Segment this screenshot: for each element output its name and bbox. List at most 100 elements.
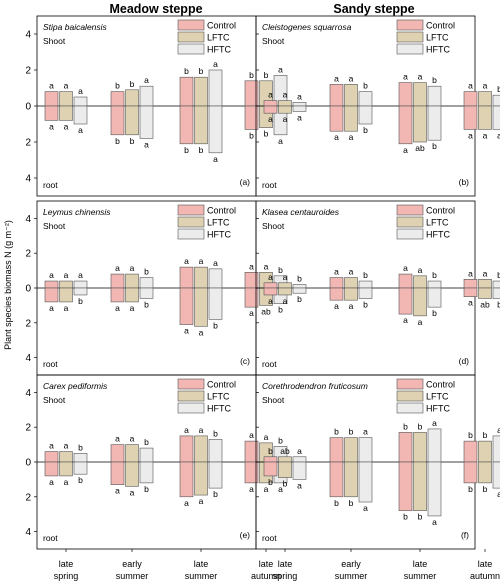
sig-letter-root: b (278, 305, 283, 315)
bar-shoot (139, 85, 154, 107)
legend-label-lftc: LFTC (426, 33, 449, 43)
legend-swatch-lftc (177, 390, 205, 402)
root-label: root (262, 359, 277, 369)
sig-letter-shoot: b (297, 274, 302, 284)
bar-shoot (278, 100, 292, 107)
bar-root (358, 287, 373, 299)
bar-root (263, 105, 278, 114)
sig-letter-shoot: a (334, 267, 339, 277)
bar-root (398, 287, 413, 315)
shoot-label: Shoot (262, 36, 285, 46)
sig-letter-root: a (184, 326, 189, 336)
sig-letter-root: a (283, 296, 288, 306)
bar-shoot (292, 102, 307, 107)
bar-shoot (292, 456, 307, 463)
sig-letter-shoot: b (432, 75, 437, 85)
bar-shoot (110, 273, 125, 289)
sig-letter-root: b (418, 512, 423, 522)
bar-root (44, 461, 59, 477)
x-category-label: late (413, 559, 428, 569)
x-category-label: late (194, 559, 209, 569)
legend-label-hftc: HFTC (207, 45, 231, 55)
legend-swatch-hftc (396, 228, 424, 240)
bar-shoot (463, 91, 478, 107)
sig-letter-shoot: a (264, 261, 269, 271)
sig-letter-root: b (403, 512, 408, 522)
sig-letter-shoot: a (144, 75, 149, 85)
sig-letter-root: b (268, 477, 273, 487)
sig-letter-root: a (268, 296, 273, 306)
sig-letter-root: a (278, 484, 283, 494)
bar-shoot (44, 451, 59, 463)
panel-e: 4 2 0 2 4 Carex pediformis Shoot root (e) Control… (25, 374, 288, 552)
sig-letter-shoot: b (213, 428, 218, 438)
sig-letter-root: b (264, 129, 269, 139)
sig-letter-shoot: a (468, 81, 473, 91)
sig-letter-root: a (64, 121, 69, 131)
legend-swatch-hftc (396, 402, 424, 414)
bar-root (59, 105, 73, 121)
bar-root (398, 105, 413, 145)
sig-letter-root: a (334, 132, 339, 142)
sig-letter-shoot: a (363, 427, 368, 437)
sig-letter-shoot: a (418, 72, 423, 82)
sig-letter-shoot: b (468, 430, 473, 440)
bar-shoot (478, 278, 492, 289)
panels-group: 4 2 0 2 4 Stipa baicalensis Shoot root (a) Contro… (25, 15, 500, 552)
legend-swatch-hftc (177, 402, 205, 414)
sig-letter-root: b (213, 489, 218, 499)
sig-letter-shoot: b (278, 435, 283, 445)
bar-shoot (194, 266, 208, 289)
bar-root (478, 287, 492, 299)
bar-shoot (110, 91, 125, 107)
sig-letter-shoot: a (64, 441, 69, 451)
sig-letter-shoot: a (184, 425, 189, 435)
bar-shoot (478, 440, 492, 463)
sig-letter-root: b (78, 296, 83, 306)
bar-shoot (413, 432, 427, 463)
bar-root (292, 461, 307, 480)
bar-root (139, 105, 154, 139)
bar-shoot (59, 280, 73, 289)
sig-letter-shoot: a (418, 265, 423, 275)
legend-swatch-lftc (396, 31, 424, 43)
legend-label-lftc: LFTC (207, 33, 230, 43)
bar-root (110, 461, 125, 485)
sig-letter-shoot: b (432, 270, 437, 280)
sig-letter-shoot: a (278, 64, 283, 74)
sig-letter-root: a (49, 477, 54, 487)
sig-letter-shoot: a (432, 418, 437, 428)
bar-shoot (194, 435, 208, 463)
shoot-label: Shoot (262, 221, 285, 231)
sig-letter-shoot: a (199, 425, 204, 435)
sig-letter-root: a (403, 315, 408, 325)
bar-root (73, 287, 88, 296)
legend-label-hftc: HFTC (426, 230, 450, 240)
sig-letter-shoot: b (184, 66, 189, 76)
sig-letter-shoot: a (64, 270, 69, 280)
sig-letter-shoot: b (264, 70, 269, 80)
legend-label-control: Control (426, 206, 455, 216)
bar-shoot (194, 76, 208, 107)
sig-letter-shoot: b (418, 421, 423, 431)
x-category-label: early (341, 559, 361, 569)
shoot-label: Shoot (43, 36, 66, 46)
bar-root (179, 287, 194, 325)
bar-root (244, 105, 259, 130)
bar-root (194, 105, 208, 145)
sig-letter-root: a (64, 303, 69, 313)
sig-letter-shoot: b (483, 430, 488, 440)
sig-letter-root: b (78, 475, 83, 485)
sig-letter-root: a (249, 484, 254, 494)
bar-root (263, 461, 278, 477)
legend-label-hftc: HFTC (207, 230, 231, 240)
bar-shoot (278, 456, 292, 463)
x-category-label: spring (54, 571, 79, 581)
bar-root (292, 105, 307, 112)
y-tick-label: 4 (25, 353, 31, 364)
legend-swatch-control (177, 204, 205, 216)
sig-letter-root: b (297, 294, 302, 304)
sig-letter-shoot: b (78, 442, 83, 452)
y-tick-label: 4 (25, 388, 31, 399)
